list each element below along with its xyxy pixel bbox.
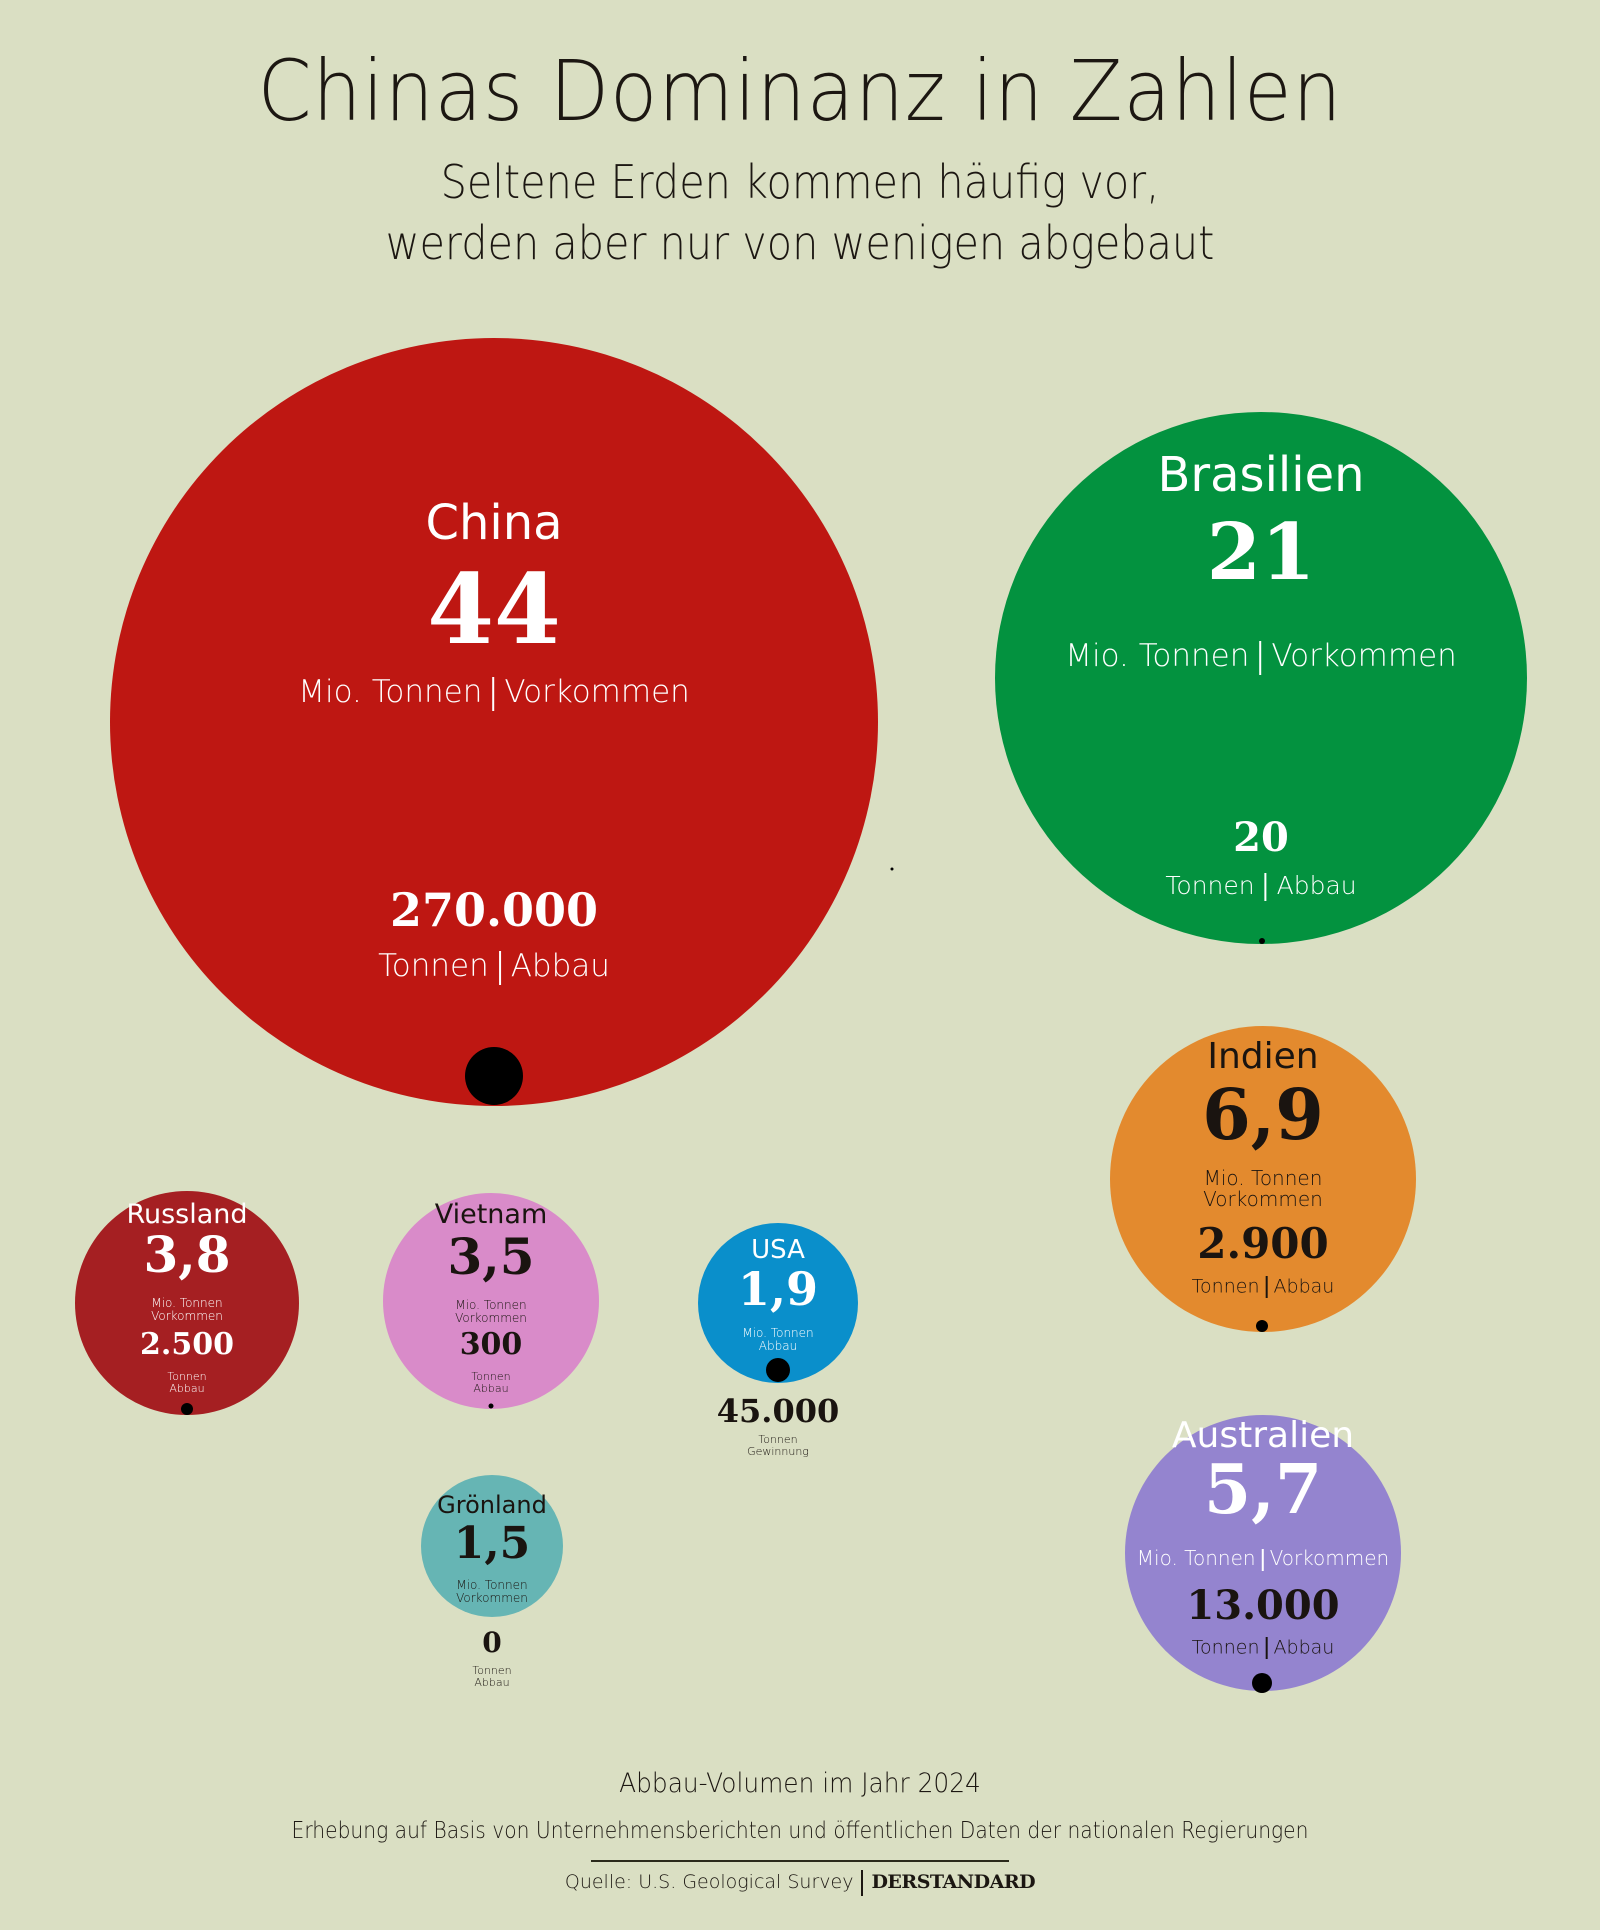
reserves-label: Mio. Tonnen Vorkommen: [1065, 638, 1457, 675]
mining-label: Tonnen Abbau: [1191, 1636, 1335, 1659]
mining-value: 2.900: [1197, 1219, 1329, 1268]
mining-label-groenland: Tonnen Abbau: [472, 1664, 512, 1690]
page-title: Chinas Dominanz in Zahlen: [257, 42, 1343, 140]
mining-value: 300: [459, 1327, 523, 1362]
mining-dot-usa: [766, 1358, 790, 1382]
mining-dot-australien: [1252, 1673, 1272, 1693]
bubble-russland: Russland 3,8 Mio. Tonnen Vorkommen 2.500 …: [75, 1191, 299, 1415]
bubble-vietnam: Vietnam 3,5 Mio. Tonnen Vorkommen 300 Ton…: [383, 1193, 599, 1409]
mining-value-usa: 45.000: [716, 1392, 840, 1430]
country-name: USA: [751, 1235, 805, 1265]
footer-divider: [591, 1860, 1009, 1862]
mining-dot-russland: [181, 1403, 193, 1415]
bubble-indien: Indien 6,9 Mio. Tonnen Vorkommen 2.900 To…: [1110, 1026, 1416, 1332]
reserves-value: 5,7: [1203, 1450, 1323, 1530]
reserves-label: Mio. Tonnen Vorkommen: [455, 1298, 527, 1325]
mining-label: Tonnen Abbau: [471, 1370, 511, 1395]
bubble-groenland: Grönland 1,5 Mio. Tonnen Vorkommen: [421, 1475, 563, 1617]
source-text: Quelle: U.S. Geological Survey: [564, 1871, 854, 1894]
reserves-value: 3,5: [447, 1227, 535, 1286]
mining-label: Tonnen Abbau: [1165, 871, 1357, 901]
country-name: Vietnam: [434, 1199, 548, 1230]
reserves-label: Mio. Tonnen Vorkommen: [1136, 1546, 1390, 1571]
footer-source: Quelle: U.S. Geological Survey DERSTANDAR…: [0, 1870, 1600, 1896]
reserves-value: 21: [1206, 507, 1316, 598]
country-name: Australien: [1171, 1415, 1355, 1456]
footer-method: Erhebung auf Basis von Unternehmensberic…: [291, 1818, 1309, 1844]
country-name: Indien: [1207, 1036, 1319, 1077]
country-name: China: [425, 495, 563, 551]
reserves-label: Mio. Tonnen Vorkommen: [298, 674, 690, 711]
brand-logo: DERSTANDARD: [871, 1871, 1036, 1894]
reserves-label: Mio. Tonnen Vorkommen: [456, 1578, 528, 1605]
mining-value: 2.500: [140, 1327, 234, 1362]
subtitle-line-2: werden aber nur von wenigen abgebaut: [385, 216, 1215, 270]
bubble-usa: USA 1,9 Mio. Tonnen Abbau: [698, 1223, 858, 1383]
stray-dot: [890, 867, 894, 871]
source-separator: [861, 1870, 864, 1896]
mining-dot-indien: [1256, 1320, 1268, 1332]
mining-value: 270.000: [389, 883, 599, 937]
bubble-china: China 44 Mio. Tonnen Vorkommen 270.000 To…: [110, 338, 878, 1106]
mining-dot-china: [465, 1047, 523, 1105]
mining-value-groenland: 0: [482, 1626, 502, 1659]
reserves-value: 1,9: [737, 1262, 819, 1316]
mining-dot-vietnam: [488, 1403, 494, 1409]
bubble-brasilien: Brasilien 21 Mio. Tonnen Vorkommen 20 Ton…: [995, 412, 1527, 944]
reserves-value: 6,9: [1202, 1073, 1324, 1156]
mining-label: Tonnen Abbau: [167, 1370, 207, 1395]
mining-value: 20: [1233, 814, 1289, 861]
reserves-label: Mio. Tonnen Abbau: [742, 1326, 814, 1353]
mining-label-usa: Tonnen Gewinnung: [747, 1433, 809, 1459]
reserves-value: 3,8: [143, 1225, 231, 1284]
subtitle-line-1: Seltene Erden kommen häufig vor,: [440, 155, 1160, 209]
mining-dot-brasilien: [1259, 938, 1265, 944]
reserves-label: Mio. Tonnen Vorkommen: [1203, 1166, 1323, 1211]
mining-value: 13.000: [1186, 1582, 1340, 1629]
reserves-value: 44: [427, 553, 561, 666]
country-name: Grönland: [437, 1491, 547, 1519]
bubble-australien: Australien 5,7 Mio. Tonnen Vorkommen 13.0…: [1125, 1415, 1401, 1691]
country-name: Brasilien: [1157, 447, 1365, 503]
country-name: Russland: [126, 1199, 248, 1230]
reserves-value: 1,5: [453, 1518, 531, 1569]
mining-label: Tonnen Abbau: [378, 948, 610, 985]
reserves-label: Mio. Tonnen Vorkommen: [151, 1296, 223, 1323]
mining-label: Tonnen Abbau: [1191, 1275, 1335, 1298]
footer-note: Abbau-Volumen im Jahr 2024: [619, 1768, 981, 1799]
